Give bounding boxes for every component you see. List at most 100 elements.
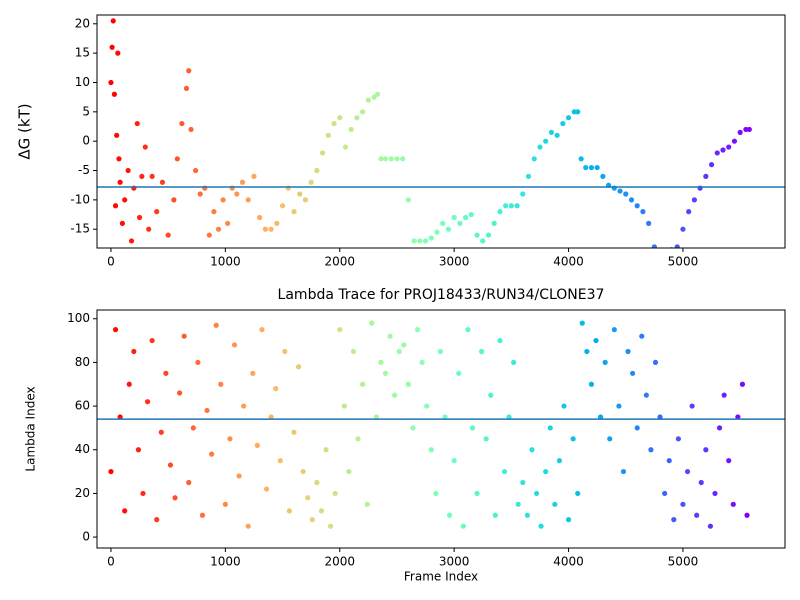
point (382, 156, 389, 162)
axes-frame (96, 14, 786, 249)
point (251, 173, 257, 179)
point (328, 523, 334, 529)
chart-title: Lambda Trace for PROJ18433/RUN34/CLONE37 (278, 287, 605, 303)
point (417, 238, 423, 244)
point (206, 232, 212, 238)
point (319, 150, 326, 156)
point (662, 490, 668, 497)
y-axis-label: Lambda Index (24, 386, 38, 471)
point (355, 436, 361, 442)
point (119, 220, 125, 226)
point (325, 132, 331, 138)
point (479, 348, 485, 355)
point (708, 162, 715, 168)
point (279, 203, 286, 209)
point (387, 333, 393, 339)
point (245, 197, 251, 203)
point (318, 508, 325, 514)
point (720, 147, 726, 153)
point (730, 501, 736, 507)
point (639, 333, 645, 339)
point (514, 203, 520, 209)
point (675, 436, 681, 442)
x-tick-label: 4000 (553, 255, 584, 269)
point (222, 501, 228, 507)
point (584, 348, 590, 355)
point (583, 164, 589, 171)
point (195, 359, 201, 366)
point (634, 203, 640, 209)
x-axis-label: Frame Index (404, 570, 478, 584)
point (144, 399, 151, 405)
y-tick-label: -10 (70, 192, 90, 206)
point (543, 138, 549, 144)
point (611, 327, 617, 333)
x-tick-label: 0 (107, 555, 115, 569)
point (483, 436, 489, 442)
point (620, 468, 627, 475)
point (171, 197, 177, 203)
x-tick-label: 5000 (668, 255, 699, 269)
y-tick-label: -15 (70, 222, 90, 236)
x-tick-label: 0 (107, 255, 115, 269)
y-tick-label: 0 (82, 530, 90, 544)
point (451, 214, 457, 221)
point (552, 501, 558, 507)
point (556, 458, 563, 464)
point (114, 132, 120, 138)
point (134, 120, 140, 127)
point (241, 403, 247, 409)
point (308, 179, 314, 185)
point (456, 370, 462, 376)
point (561, 403, 567, 409)
point (396, 348, 402, 355)
y-tick-label: 80 (75, 355, 90, 369)
point (628, 197, 635, 203)
point (337, 115, 343, 121)
point (382, 370, 389, 376)
point (186, 479, 192, 486)
point (531, 156, 537, 162)
point (172, 495, 178, 501)
point (617, 188, 623, 194)
point (410, 425, 416, 431)
y-tick-label: -5 (78, 163, 90, 177)
point (128, 238, 135, 244)
y-tick-label: 60 (75, 399, 90, 413)
point (234, 191, 240, 197)
point (640, 209, 646, 215)
point (215, 226, 222, 232)
point (131, 348, 137, 355)
point (671, 517, 677, 523)
point (354, 115, 360, 121)
point (554, 132, 560, 138)
point (503, 203, 509, 209)
point (332, 490, 338, 497)
point (428, 235, 434, 241)
point (136, 214, 143, 221)
point (360, 381, 366, 387)
point (291, 429, 297, 435)
point (565, 517, 572, 523)
point (737, 129, 743, 135)
point (579, 320, 585, 326)
point (394, 156, 400, 162)
y-tick-label: 100 (67, 311, 90, 325)
point (515, 501, 521, 507)
point (176, 390, 183, 396)
point (257, 214, 263, 221)
point (547, 425, 553, 431)
point (548, 129, 554, 135)
point (110, 18, 116, 24)
point (694, 512, 700, 518)
point (460, 523, 466, 529)
point (268, 414, 274, 420)
point (365, 97, 371, 103)
point (657, 414, 663, 420)
point (371, 94, 377, 100)
point (411, 238, 417, 244)
point (140, 490, 146, 497)
point (369, 320, 375, 326)
point (623, 191, 629, 197)
x-tick-label: 1000 (210, 255, 241, 269)
